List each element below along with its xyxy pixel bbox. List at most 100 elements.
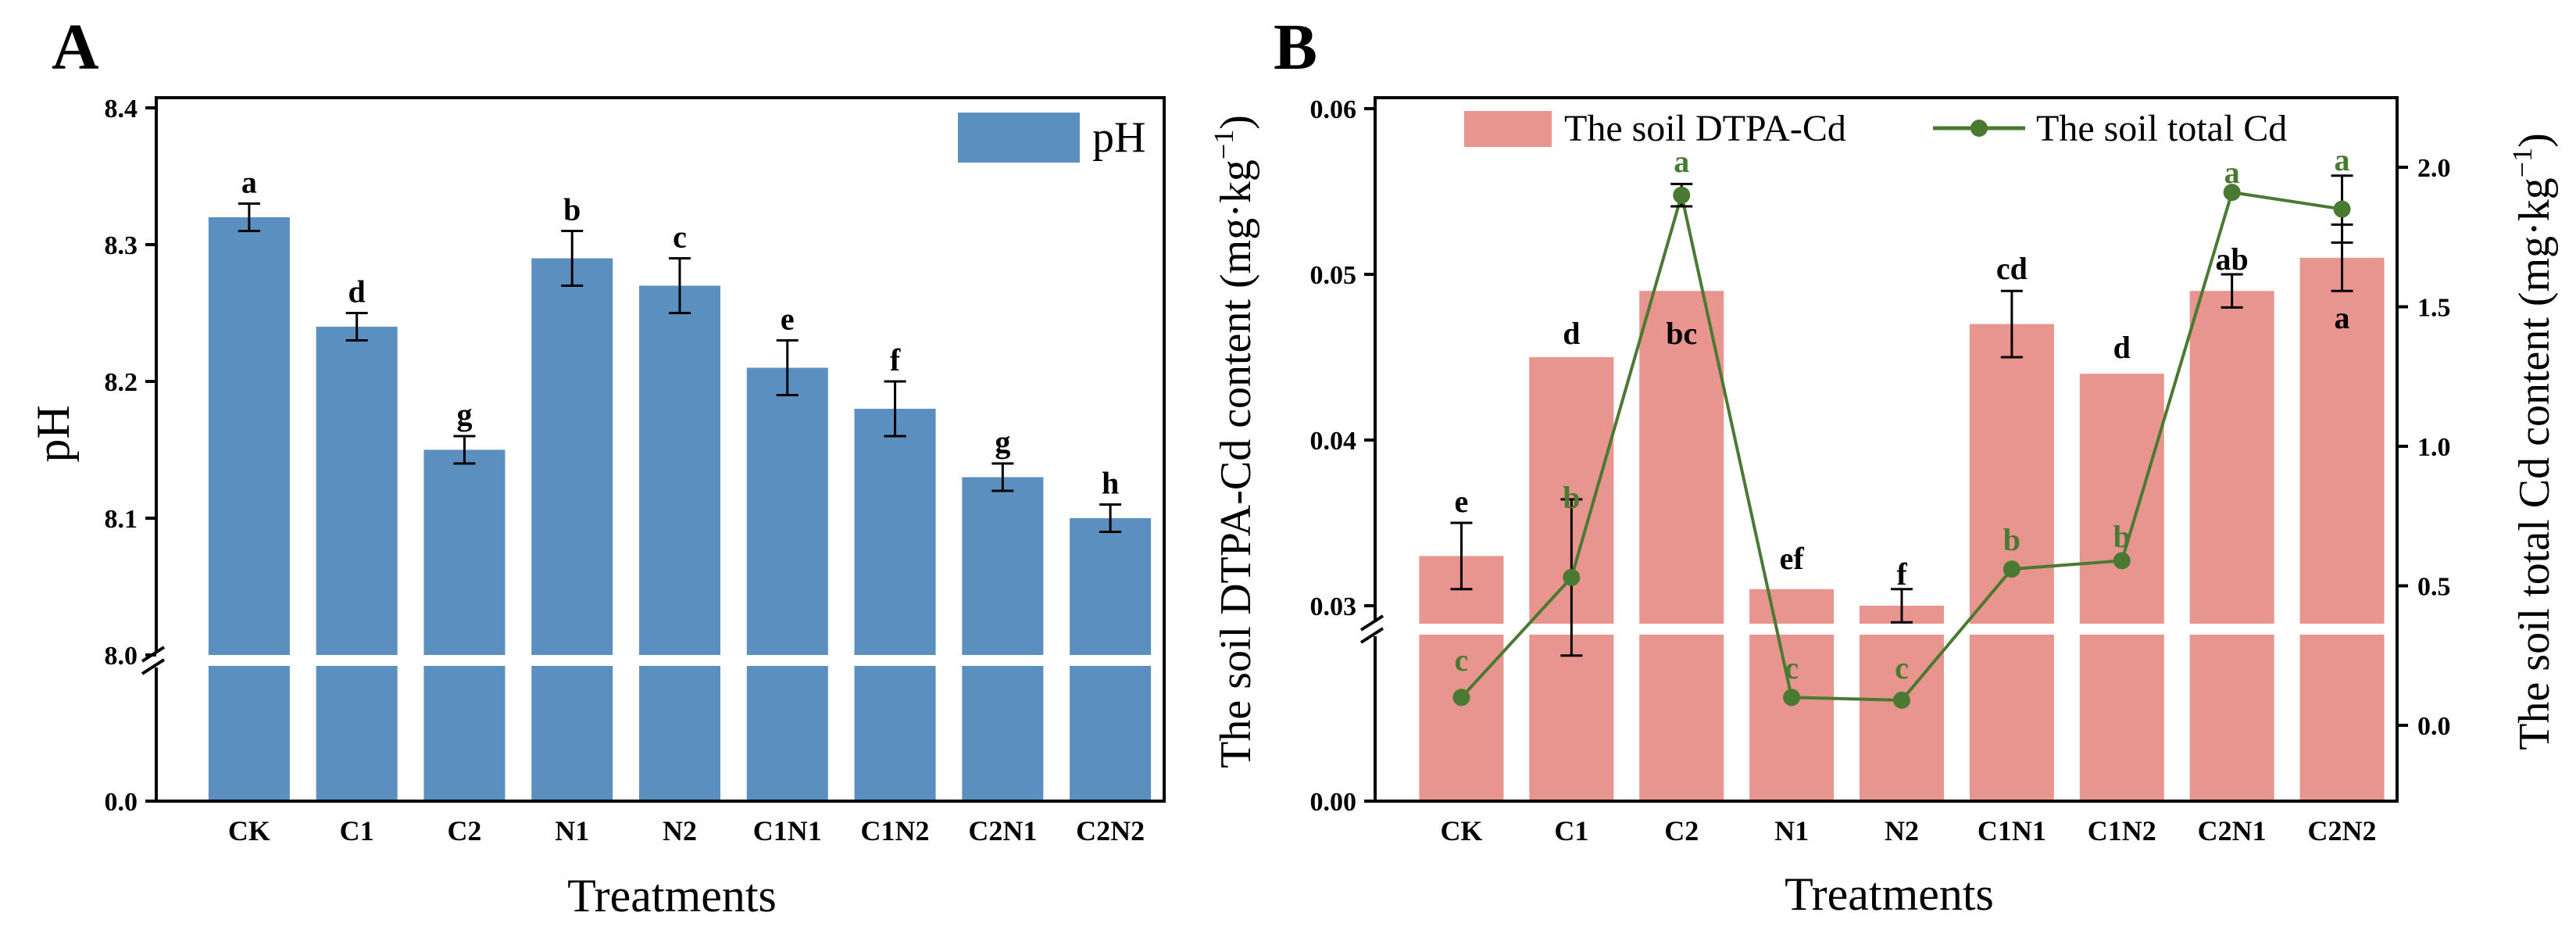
bar-ph-c1 (316, 327, 398, 801)
x-tick-label-a-c2n2: C2N2 (1076, 815, 1145, 846)
panel-b-right-y-axis-title: The soil total Cd content (mg·kg−1) (2506, 133, 2559, 750)
legend-label-ph: pH (1092, 113, 1145, 162)
panel-a-y-axis-title: pH (27, 405, 79, 462)
y-tick-label-b-left-0-05: 0.05 (1310, 261, 1357, 290)
point-total-cd-c1 (1563, 568, 1581, 586)
significance-total-cd-n2: c (1895, 650, 1909, 685)
y-tick-label-a-8-3: 8.3 (105, 231, 138, 260)
panel-a-legend: pH (958, 113, 1145, 163)
axis-break-band-b (1377, 624, 2396, 635)
y-tick-label-a-lower-0-0: 0.0 (105, 788, 138, 817)
bar-dtpa-cd-ck (1419, 556, 1504, 801)
legend-label-total-cd: The soil total Cd (2036, 108, 2287, 149)
significance-dtpa-cd-n1: ef (1780, 541, 1805, 576)
x-tick-label-b-c1n1: C1N1 (1978, 815, 2046, 846)
bar-ph-c2 (423, 449, 506, 801)
panel-label-a: A (52, 11, 99, 84)
x-tick-label-b-c1: C1 (1554, 815, 1588, 846)
significance-ph-c2: g (456, 397, 472, 432)
point-total-cd-ck (1452, 689, 1470, 707)
y-tick-label-a-8-1: 8.1 (105, 505, 138, 534)
bar-dtpa-cd-c2n2 (2299, 257, 2385, 801)
legend-swatch-dtpa-cd (1464, 111, 1552, 147)
panel-a-bars (158, 217, 1163, 801)
bar-ph-n2 (639, 285, 720, 801)
point-total-cd-c2 (1673, 186, 1691, 204)
bar-ph-c1n1 (746, 367, 828, 801)
point-total-cd-c2n1 (2223, 184, 2241, 202)
x-tick-label-a-n2: N2 (663, 815, 697, 846)
significance-dtpa-cd-c1: d (1563, 316, 1580, 351)
axis-break-band-a (158, 655, 1163, 666)
significance-ph-n1: b (563, 192, 581, 227)
bar-dtpa-cd-c2 (1639, 291, 1724, 801)
significance-ph-c1n1: e (781, 302, 795, 337)
y-tick-label-b-right-0-0: 0.0 (2417, 712, 2451, 741)
significance-total-cd-c2n1: a (2224, 155, 2240, 190)
x-tick-label-b-ck: CK (1440, 815, 1482, 846)
x-tick-label-a-c1n1: C1N1 (753, 815, 822, 846)
x-tick-label-b-c2n1: C2N1 (2198, 815, 2267, 846)
bar-ph-c1n2 (854, 409, 936, 801)
y-tick-label-b-left-0-03: 0.03 (1310, 592, 1357, 621)
x-tick-label-a-ck: CK (228, 815, 270, 846)
bar-ph-c2n1 (962, 477, 1044, 801)
legend-label-dtpa-cd: The soil DTPA-Cd (1564, 108, 1846, 149)
significance-ph-c2n1: g (995, 424, 1010, 460)
significance-dtpa-cd-c2: bc (1666, 316, 1697, 351)
bar-ph-ck (208, 217, 290, 801)
axis-break-mark-b-2 (1359, 627, 1384, 644)
panel-a-error-bars (238, 202, 1122, 533)
legend-marker-total-cd (1970, 120, 1988, 137)
significance-dtpa-cd-c2n2: a (2335, 300, 2350, 335)
panel-a-x-ticks: CK C1 C2 N1 N2 C1N1 C1N2 C2N1 C2N2 (228, 815, 1145, 846)
panel-b-x-axis-title: Treatments (1785, 868, 1994, 920)
x-tick-label-a-c1n2: C1N2 (861, 815, 930, 846)
significance-dtpa-cd-ck: e (1455, 484, 1469, 519)
point-total-cd-c1n1 (2003, 560, 2020, 578)
panel-b-axes (1359, 96, 2399, 803)
y-tick-label-b-right-1-0: 1.0 (2417, 433, 2451, 462)
y-tick-label-b-right-2-0: 2.0 (2417, 154, 2451, 183)
significance-total-cd-c2: a (1674, 144, 1689, 179)
panel-b-legend: The soil DTPA-Cd The soil total Cd (1464, 108, 2287, 149)
x-tick-label-b-n2: N2 (1885, 815, 1919, 846)
y-tick-label-b-right-0-5: 0.5 (2417, 573, 2451, 602)
x-tick-label-a-c2n1: C2N1 (968, 815, 1037, 846)
panel-a-axes (141, 96, 1166, 803)
point-total-cd-n2 (1893, 691, 1910, 709)
bar-dtpa-cd-c1n2 (2079, 374, 2164, 801)
significance-total-cd-c1n1: b (2003, 522, 2020, 557)
significance-dtpa-cd-c1n2: d (2113, 330, 2131, 365)
panel-b-total-cd-line (1452, 174, 2353, 709)
plot-frame-b (1374, 96, 2399, 803)
panel-b-significance-labels: e d bc ef f cd d ab a c b a c c b b a a (1455, 142, 2350, 685)
x-tick-label-a-n1: N1 (555, 815, 589, 846)
significance-ph-ck: a (241, 165, 257, 200)
panel-b-left-y-ticks: 0.03 0.04 0.05 0.06 0.00 (1310, 95, 1375, 817)
y-tick-label-b-left-lower-0-00: 0.00 (1310, 788, 1357, 817)
panel-b-bars (1377, 257, 2396, 802)
panel-label-b: B (1274, 11, 1317, 84)
y-tick-label-a-8-0: 8.0 (105, 642, 138, 671)
bar-ph-n1 (531, 258, 613, 801)
x-tick-label-a-c2: C2 (447, 815, 481, 846)
significance-total-cd-n1: c (1785, 650, 1799, 685)
panel-a-x-axis-title: Treatments (567, 870, 777, 921)
significance-ph-c2n2: h (1102, 466, 1119, 501)
panel-a-y-ticks: 8.0 8.1 8.2 8.3 8.4 0.0 (105, 95, 156, 817)
legend-swatch-ph (958, 113, 1080, 163)
point-total-cd-c1n2 (2113, 552, 2131, 570)
x-tick-label-b-c2n2: C2N2 (2308, 815, 2377, 846)
y-tick-label-b-left-0-06: 0.06 (1310, 95, 1357, 124)
panel-b-left-y-axis-title: The soil DTPA-Cd content (mg·kg−1) (1208, 115, 1260, 768)
significance-total-cd-c2n2: a (2335, 142, 2350, 177)
panel-b-x-ticks: CK C1 C2 N1 N2 C1N1 C1N2 C2N1 C2N2 (1440, 815, 2376, 846)
significance-ph-c1n2: f (890, 342, 901, 378)
axis-break-mark-b-1 (1359, 614, 1384, 632)
significance-dtpa-cd-n2: f (1896, 556, 1907, 592)
x-tick-label-b-c2: C2 (1664, 815, 1699, 846)
